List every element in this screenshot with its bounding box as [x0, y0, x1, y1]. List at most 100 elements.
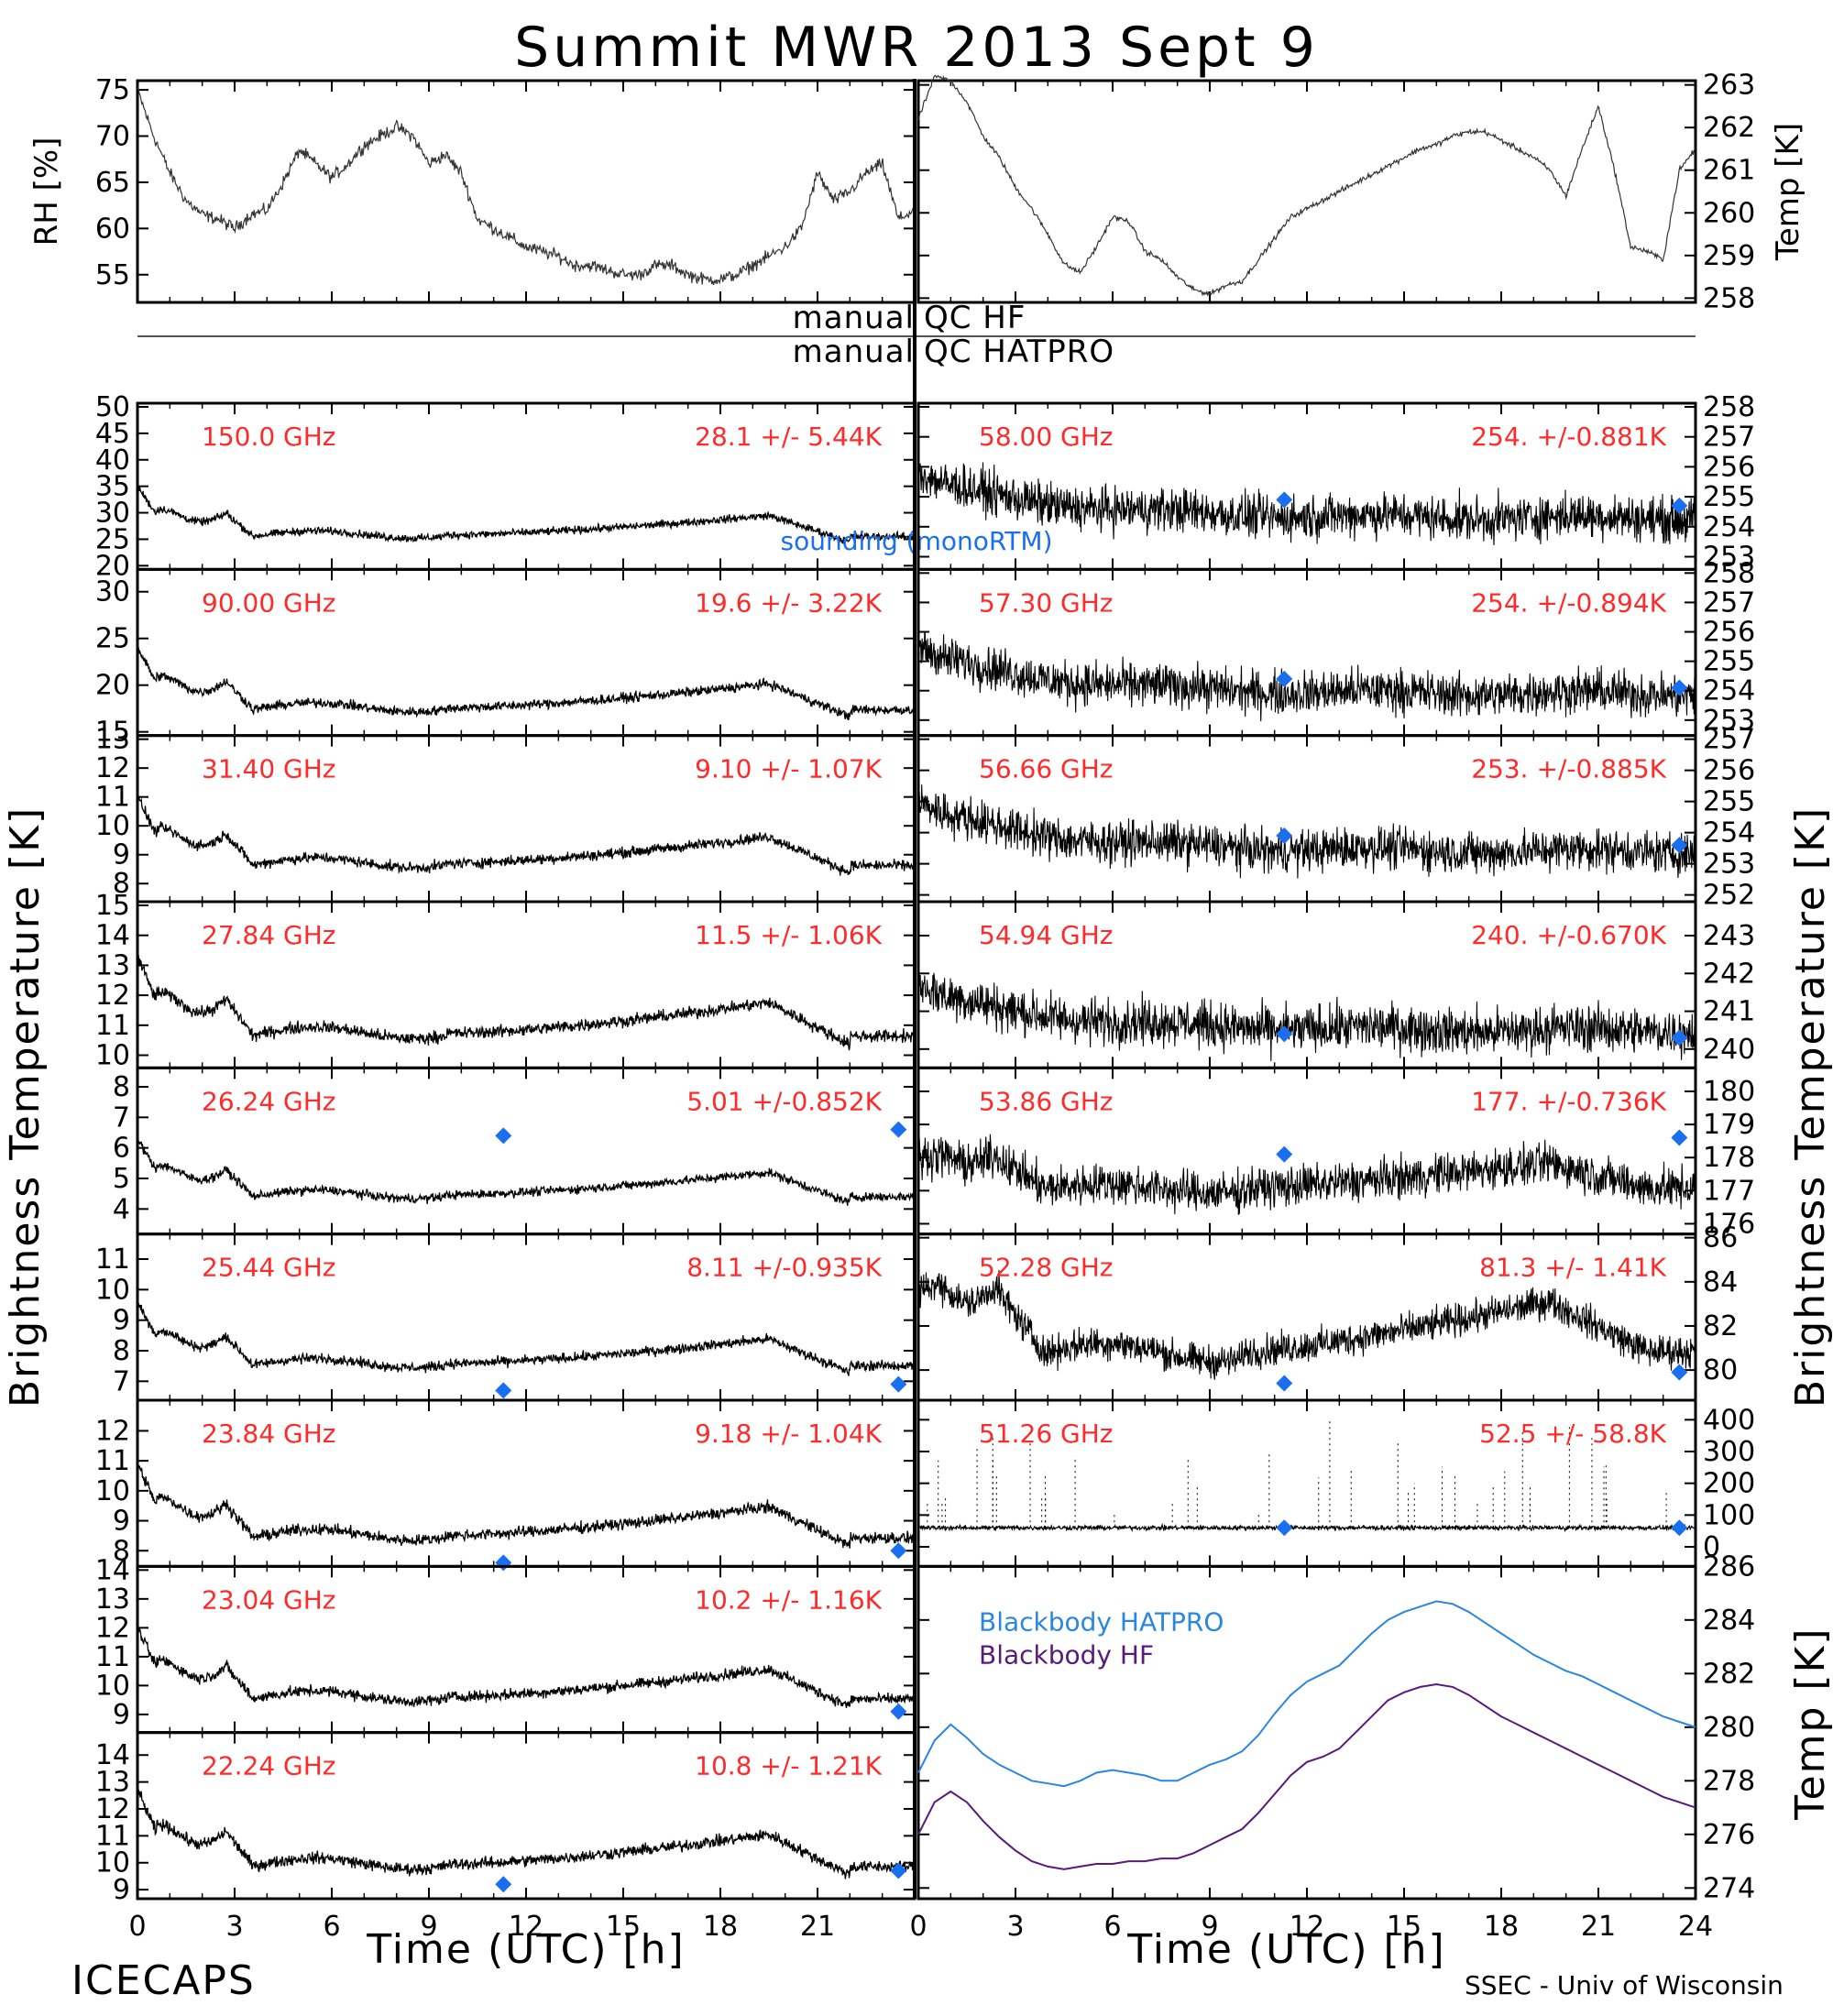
- blackbody-tick-label: 278: [1703, 1765, 1755, 1797]
- left-channel-trace: [137, 484, 916, 544]
- right-channel-trace: [917, 1522, 1696, 1533]
- right-x-tick-label: 18: [1484, 1911, 1519, 1943]
- left-freq-label: 22.24 GHz: [202, 1751, 336, 1781]
- left-tick-label: 9: [113, 1874, 130, 1906]
- right-tick-label: 256: [1703, 451, 1755, 483]
- right-tick-label: 80: [1703, 1354, 1738, 1386]
- left-ylabel: Brightness Temperature [K]: [2, 806, 49, 1408]
- qc-hf-word-2: QC HF: [924, 300, 1026, 336]
- right-freq-label: 51.26 GHz: [979, 1419, 1114, 1449]
- blackbody-legend-0: Blackbody HATPRO: [979, 1606, 1224, 1637]
- right-freq-label: 52.28 GHz: [979, 1253, 1114, 1283]
- right-tick-label: 258: [1703, 557, 1755, 589]
- sounding-point: [495, 1876, 512, 1893]
- left-channel-trace: [137, 647, 916, 721]
- left-tick-label: 9: [113, 839, 130, 871]
- blackbody-tick-label: 286: [1703, 1550, 1755, 1583]
- left-tick-label: 12: [95, 980, 130, 1012]
- blackbody-series-1: [917, 1682, 1696, 1870]
- sounding-point: [1671, 1129, 1688, 1146]
- left-x-tick-label: 0: [128, 1911, 146, 1943]
- left-stat-label: 19.6 +/- 3.22K: [695, 587, 882, 618]
- sounding-point: [1671, 837, 1688, 854]
- left-tick-label: 15: [95, 890, 130, 922]
- footer-icecaps: ICECAPS: [71, 1957, 256, 2004]
- right-tick-label: 253: [1703, 542, 1755, 574]
- left-tick-label: 11: [95, 1820, 130, 1852]
- left-stat-label: 28.1 +/- 5.44K: [695, 422, 882, 452]
- sounding-point: [1276, 670, 1293, 687]
- left-tick-label: 8: [113, 1335, 130, 1367]
- left-tick-label: 8: [113, 1071, 130, 1103]
- temp-tick-label: 260: [1703, 197, 1755, 229]
- qc-hf-word-1: manual: [793, 300, 915, 336]
- left-tick-label: 14: [95, 920, 130, 952]
- left-x-tick-label: 6: [323, 1911, 340, 1943]
- left-freq-label: 90.00 GHz: [202, 587, 336, 618]
- right-tick-label: 253: [1703, 849, 1755, 881]
- temp-axis-label: Temp [K]: [1770, 123, 1806, 261]
- left-channel-trace: [137, 1789, 916, 1879]
- blackbody-legend-1: Blackbody HF: [979, 1639, 1154, 1670]
- left-tick-label: 20: [95, 670, 130, 702]
- qc-hatpro-label: manual: [793, 334, 915, 370]
- right-panel-3: 240 241 242 243 54.94 GHz 240. +/-0.670K: [916, 900, 1755, 1069]
- right-x-tick-label: 9: [1201, 1911, 1218, 1943]
- right-stat-label: 52.5 +/- 58.8K: [1479, 1419, 1666, 1449]
- right-tick-label: 256: [1703, 617, 1755, 649]
- right-tick-label: 256: [1703, 755, 1755, 787]
- right-x-tick-label: 0: [909, 1911, 927, 1943]
- left-freq-label: 26.24 GHz: [202, 1086, 336, 1116]
- sounding-point: [890, 1862, 907, 1879]
- left-stat-label: 9.10 +/- 1.07K: [695, 754, 882, 784]
- left-tick-label: 11: [95, 1641, 130, 1673]
- temp-frame: [916, 79, 1697, 304]
- left-tick-label: 14: [95, 1739, 130, 1771]
- right-tick-label: 179: [1703, 1109, 1755, 1141]
- rh-series: [137, 84, 916, 286]
- right-tick-label: 177: [1703, 1175, 1755, 1207]
- left-x-tick-label: 18: [703, 1911, 738, 1943]
- left-tick-label: 12: [95, 1612, 130, 1644]
- left-stat-label: 11.5 +/- 1.06K: [695, 920, 882, 950]
- temp-tick-label: 261: [1703, 155, 1755, 187]
- rh-tick-label: 60: [95, 213, 130, 245]
- sounding-point: [1671, 497, 1688, 514]
- left-tick-label: 8: [113, 1535, 130, 1567]
- qc-hatpro-word-2: QC HATPRO: [924, 334, 1114, 370]
- rh-tick-label: 75: [95, 74, 130, 106]
- left-x-tick-label: 21: [800, 1911, 835, 1943]
- left-tick-label: 45: [95, 418, 130, 450]
- left-freq-label: 31.40 GHz: [202, 754, 336, 784]
- right-tick-label: 300: [1703, 1436, 1755, 1468]
- left-tick-label: 10: [95, 810, 130, 842]
- right-tick-label: 242: [1703, 958, 1755, 990]
- left-freq-label: 23.04 GHz: [202, 1584, 336, 1615]
- blackbody-tick-label: 284: [1703, 1605, 1755, 1637]
- right-tick-label: 257: [1703, 724, 1755, 756]
- blackbody-tick-label: 280: [1703, 1712, 1755, 1744]
- left-tick-label: 10: [95, 1475, 130, 1507]
- right-freq-label: 56.66 GHz: [979, 754, 1114, 784]
- left-tick-label: 7: [113, 1365, 130, 1397]
- left-tick-label: 9: [113, 1506, 130, 1538]
- temp-tick-label: 258: [1703, 282, 1755, 314]
- right-tick-label: 180: [1703, 1076, 1755, 1108]
- left-channel-trace: [137, 1623, 916, 1709]
- left-tick-label: 8: [113, 868, 130, 900]
- rh-tick-label: 55: [95, 259, 130, 291]
- right-tick-label: 254: [1703, 511, 1755, 543]
- right-tick-label: 0: [1703, 1531, 1720, 1563]
- left-tick-label: 11: [95, 1244, 130, 1276]
- left-x-tick-label: 15: [606, 1911, 641, 1943]
- left-tick-label: 30: [95, 576, 130, 608]
- left-tick-label: 11: [95, 782, 130, 814]
- right-channel-trace: [917, 459, 1696, 546]
- left-tick-label: 9: [113, 1305, 130, 1337]
- temp-tick-label: 259: [1703, 240, 1755, 272]
- left-x-tick-label: 3: [225, 1911, 243, 1943]
